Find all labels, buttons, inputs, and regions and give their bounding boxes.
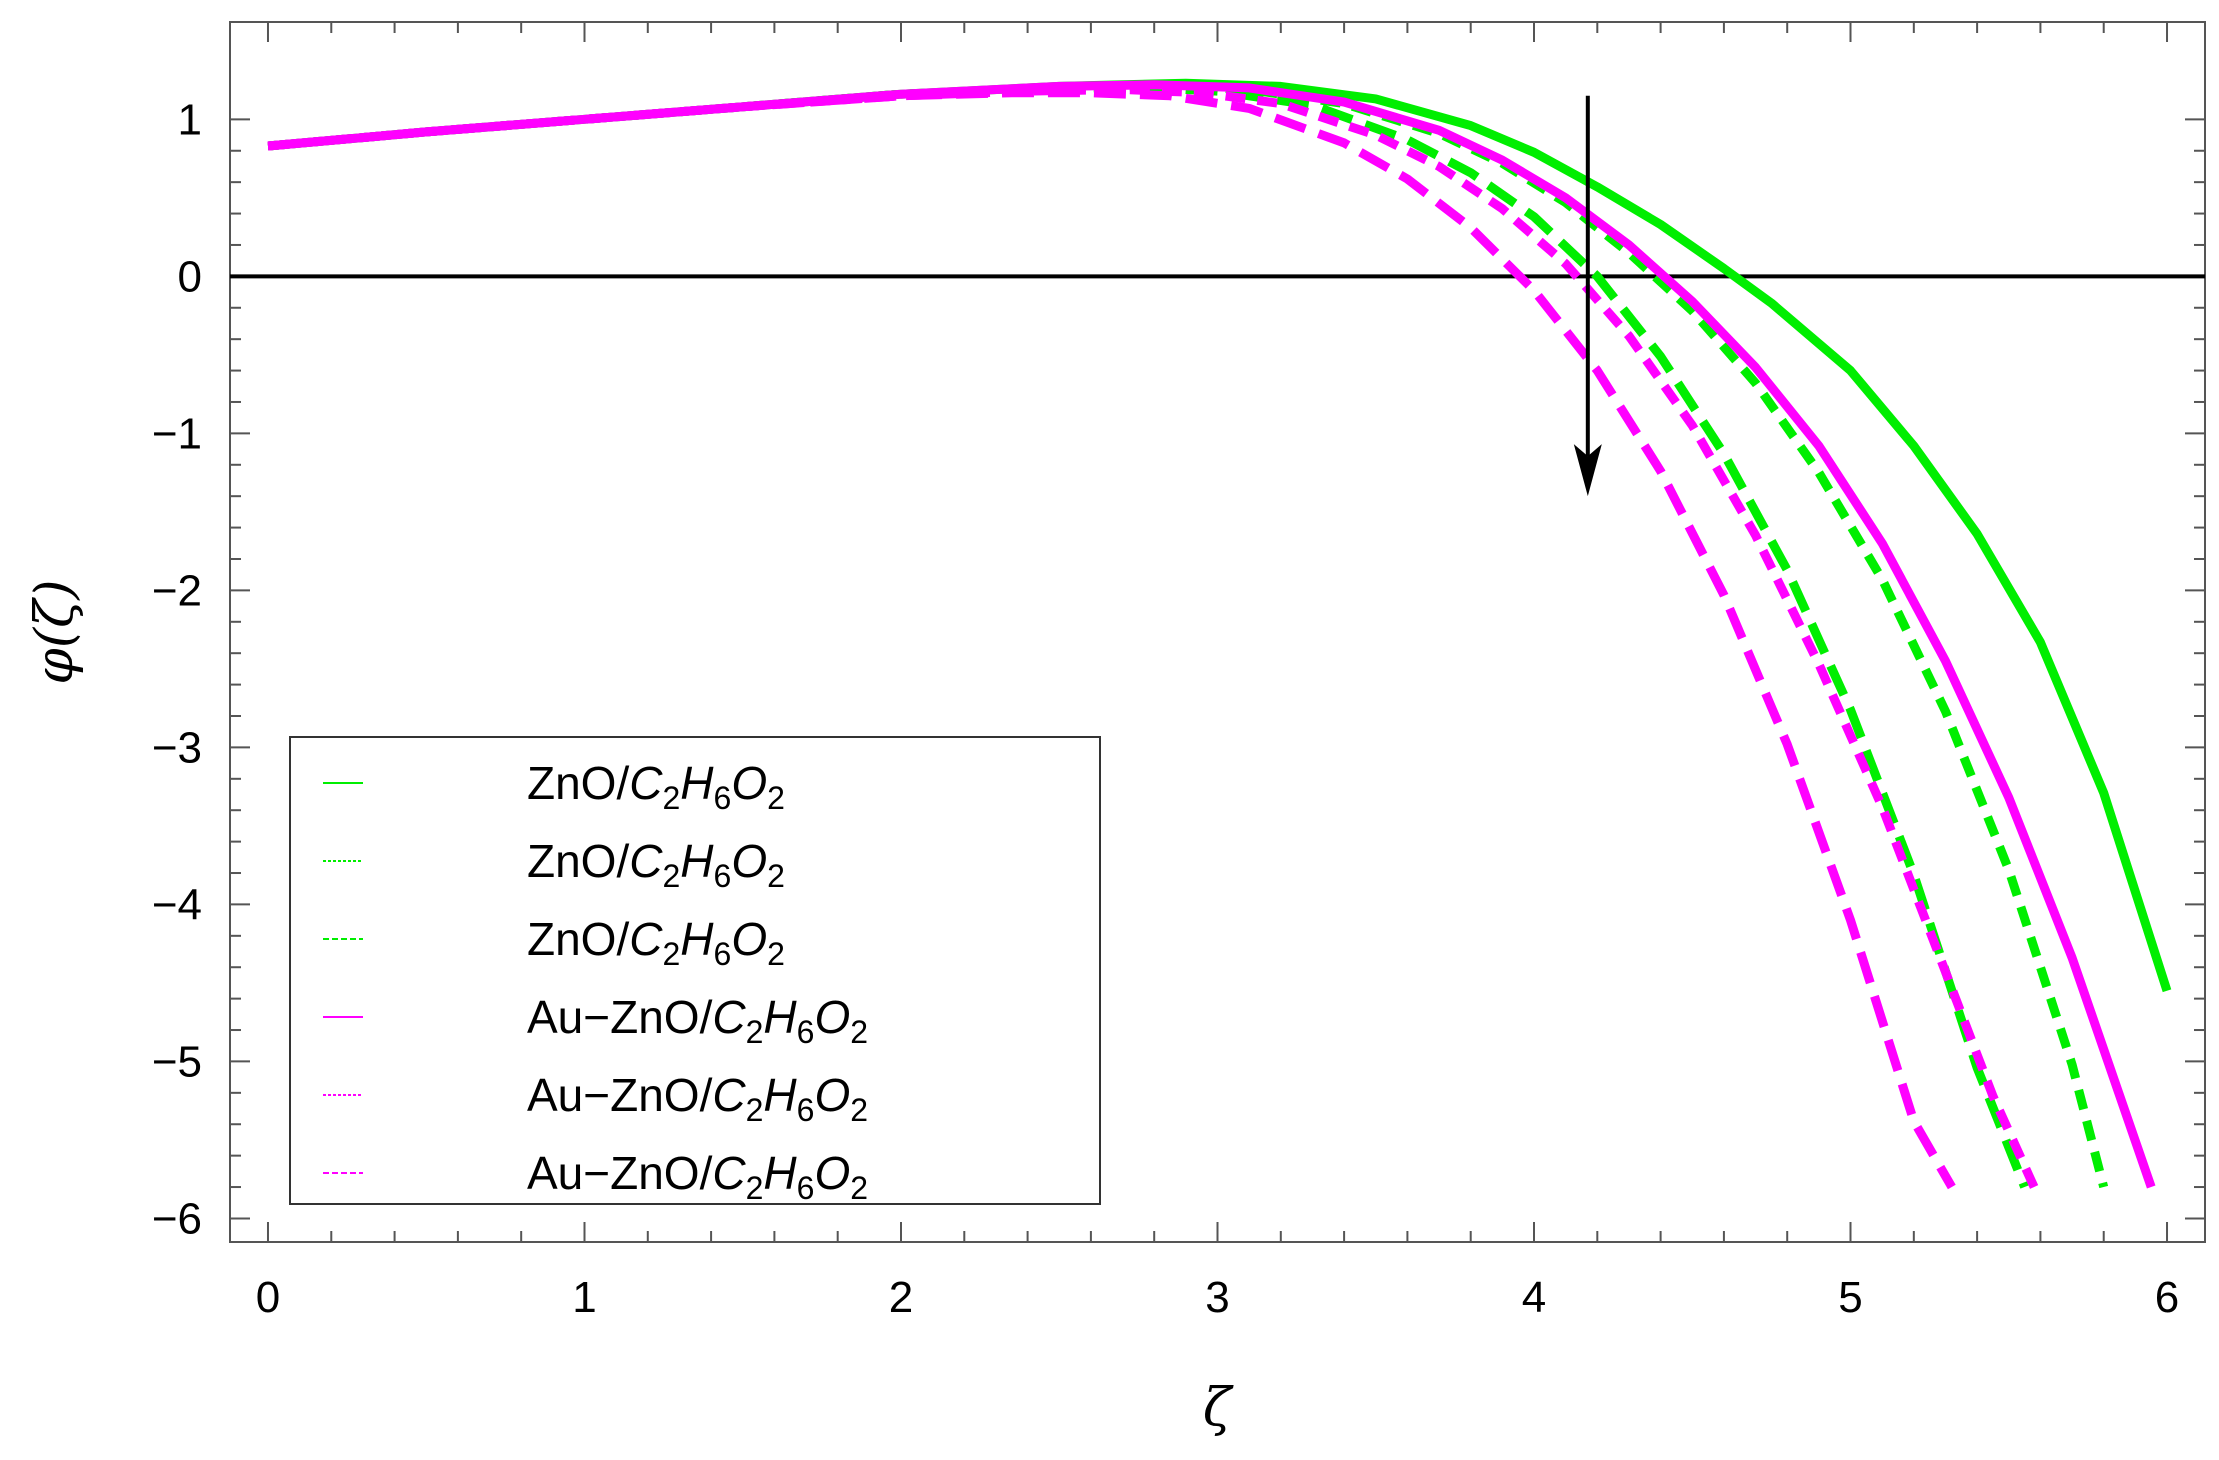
legend-label: ZnO/C2H6O2 [527,757,785,816]
annotation-arrow [1573,95,1602,497]
x-tick-label: 4 [1522,1273,1546,1322]
x-tick-label: 0 [256,1273,280,1322]
legend: ZnO/C2H6O2 ZnO/C2H6O2 ZnO/C2H6O2 Au−ZnO/C2H… [289,736,1101,1206]
legend-box [289,736,1101,1205]
x-tick-label: 1 [572,1273,596,1322]
legend-label: Au−ZnO/C2H6O2 [527,1069,868,1128]
y-tick-label: −5 [152,1037,202,1086]
y-axis-label: φ(ζ) [25,579,85,684]
legend-label: ZnO/C2H6O2 [527,913,785,972]
x-tick-label: 2 [889,1273,913,1322]
y-tick-label: −3 [152,723,202,772]
y-tick-label: −1 [152,409,202,458]
series [267,78,2172,1190]
series-line-3 [267,83,2029,1189]
ticks: 0 1 2 3 4 5 6 1 0 −1 −2 −3 −4 −5 −6 [152,22,2205,1322]
x-tick-label: 3 [1205,1273,1229,1322]
series-line-6 [267,88,1956,1190]
y-tick-label: 1 [178,95,202,144]
y-tick-label: 0 [178,252,202,301]
arrow-head [1573,444,1602,497]
x-tick-label: 5 [1838,1273,1862,1322]
y-tick-label: −4 [152,880,202,929]
x-tick-label: 6 [2155,1273,2179,1322]
legend-label: Au−ZnO/C2H6O2 [527,991,868,1050]
y-tick-label: −2 [152,566,202,615]
legend-label: Au−ZnO/C2H6O2 [527,1147,868,1206]
legend-label: ZnO/C2H6O2 [527,835,785,894]
x-axis-label: ζ [1203,1378,1234,1438]
y-tick-label: −6 [152,1194,202,1243]
